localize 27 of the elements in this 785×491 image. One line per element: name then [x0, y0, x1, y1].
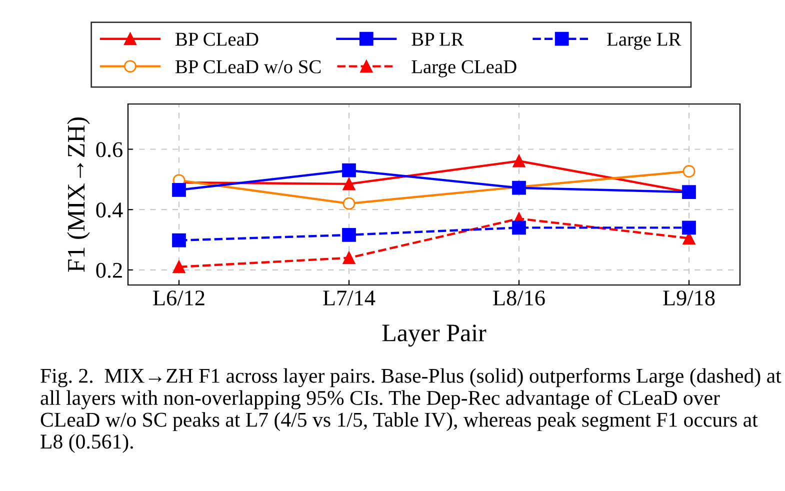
point — [682, 165, 696, 178]
legend-label: Large CLeaD — [412, 60, 516, 78]
x-tick-label: L7/14 — [323, 290, 376, 306]
x-tick-label: L8/16 — [493, 290, 545, 306]
point — [342, 252, 356, 264]
legend-label: BP CLeaD — [175, 32, 258, 46]
point — [342, 178, 356, 190]
y-tick-label: 0.4 — [96, 202, 123, 218]
x-tick-label: L6/12 — [153, 290, 204, 306]
point — [172, 183, 186, 197]
x-axis-title: Layer Pair — [382, 324, 486, 347]
legend-label: BP LR — [412, 32, 464, 46]
point — [512, 220, 526, 235]
point — [342, 228, 356, 242]
legend-label: Large LR — [607, 32, 682, 50]
caption: Fig. 2. MIX→ZH F1 across layer pairs. Base-Plus (solid) outperforms Large (dashed) at all layers with non-overlapping 95% CIs. The Dep-Rec advantage of CLeaD over CLeaD w/o SC peaks at L7 (4/5 vs 1/5, Table IV), whereas peak segment F1 occurs at L8 (0.561). — [40, 368, 782, 453]
point — [682, 220, 696, 235]
y-tick-label: 0.6 — [96, 142, 122, 158]
point — [342, 197, 356, 210]
point — [172, 260, 186, 274]
y-tick-label: 0.2 — [96, 262, 122, 278]
y-axis-title: F1 (MIX→ZH) — [67, 117, 90, 272]
point — [342, 163, 356, 178]
x-tick-label: L9/18 — [663, 290, 715, 306]
legend-label: BP CLeaD w/o SC — [175, 60, 321, 74]
point — [512, 154, 526, 168]
point — [172, 233, 186, 248]
